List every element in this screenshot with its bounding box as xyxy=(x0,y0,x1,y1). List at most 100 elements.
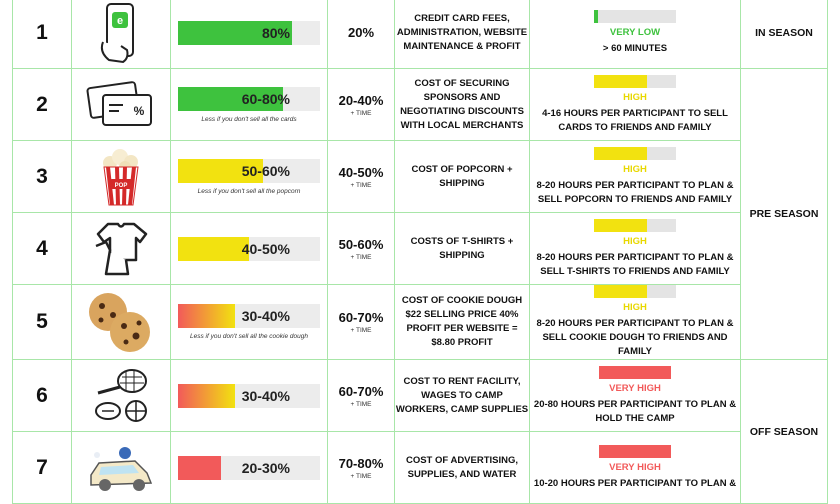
effort-bar xyxy=(594,9,676,23)
season-label: PRE SEASON xyxy=(740,68,828,360)
cookies-icon xyxy=(71,284,171,360)
profit-bar-fill xyxy=(178,20,292,45)
effort-bar xyxy=(594,218,676,232)
svg-text:POP: POP xyxy=(115,183,128,189)
profit-bar: 30-40% xyxy=(178,304,320,328)
table-row: 1 e 80% 20% CREDIT CARD FEES, ADMINISTRATION… xyxy=(12,0,828,69)
profit-bar-fill xyxy=(178,86,283,111)
time-description: > 60 MINUTES xyxy=(602,42,668,54)
time-description: 20-80 HOURS PER PARTICIPANT TO PLAN & HO… xyxy=(533,398,737,424)
profit-bar-label: 50-60% xyxy=(241,162,290,179)
cost-share-value: 60-70% xyxy=(338,383,384,399)
effort-bar-fill xyxy=(594,74,647,88)
popcorn-icon: POP xyxy=(71,140,171,213)
table-row: 3 POP 50-60% Less if you don't sell all the… xyxy=(12,140,828,213)
time-description: 8-20 HOURS PER PARTICIPANT TO PLAN & SEL… xyxy=(536,251,734,277)
profit-bar-fill xyxy=(178,383,235,408)
sports-balls-icon xyxy=(71,359,171,432)
row-number: 3 xyxy=(12,140,72,213)
effort-bar-fill xyxy=(599,365,671,379)
effort-bar-fill xyxy=(594,146,647,160)
profit-percentage-cell: 60-80% Less if you don't sell all the car… xyxy=(170,68,328,141)
cost-share-sub: + TIME xyxy=(350,400,372,408)
bar-note: Less if you don't sell all the cards xyxy=(201,115,297,123)
fundraiser-comparison-table-page: 1 e 80% 20% CREDIT CARD FEES, ADMINISTRATION… xyxy=(12,0,828,504)
cost-share-sub: + TIME xyxy=(350,109,372,117)
cost-share-cell: 20-40% + TIME xyxy=(327,68,395,141)
row-number: 2 xyxy=(12,68,72,141)
cost-share-cell: 50-60% + TIME xyxy=(327,212,395,285)
cost-share-value: 60-70% xyxy=(338,310,384,325)
table-row: 4 40-50% 50-60% + TIME COSTS OF T-SHIRTS + S… xyxy=(12,212,828,285)
effort-cell: VERY LOW > 60 MINUTES xyxy=(529,0,741,69)
effort-cell: HIGH 8-20 HOURS PER PARTICIPANT TO PLAN &… xyxy=(529,284,741,360)
table-row: 2% 60-80% Less if you don't sell all the c… xyxy=(12,68,828,360)
effort-bar xyxy=(594,74,676,88)
profit-bar: 20-30% xyxy=(178,455,320,480)
effort-bar xyxy=(599,444,671,458)
profit-bar-label: 30-40% xyxy=(241,308,290,324)
profit-percentage-cell: 80% xyxy=(170,0,328,69)
profit-bar-label: 30-40% xyxy=(241,387,290,404)
effort-bar xyxy=(594,285,676,298)
profit-percentage-cell: 20-30% xyxy=(170,431,328,504)
season-label: OFF SEASON xyxy=(740,359,828,504)
cost-share-sub: + TIME xyxy=(350,327,372,334)
profit-bar-fill xyxy=(178,455,221,480)
fundraiser-comparison-table: 1 e 80% 20% CREDIT CARD FEES, ADMINISTRATION… xyxy=(12,0,828,504)
effort-cell: VERY HIGH 20-80 HOURS PER PARTICIPANT TO … xyxy=(529,359,741,432)
effort-level: HIGH xyxy=(623,302,647,313)
profit-bar-fill xyxy=(178,236,249,261)
effort-level: HIGH xyxy=(623,91,647,103)
profit-bar-label: 40-50% xyxy=(241,240,290,257)
svg-text:e: e xyxy=(117,15,123,27)
cost-description: COST OF COOKIE DOUGH $22 SELLING PRICE 4… xyxy=(394,284,530,360)
effort-cell: HIGH 4-16 HOURS PER PARTICIPANT TO SELL C… xyxy=(529,68,741,141)
table-row: 6 30-40% 60-70% + TIME COST TO RENT FACILITY… xyxy=(12,359,828,504)
effort-level: VERY LOW xyxy=(609,26,661,38)
effort-cell: HIGH 8-20 HOURS PER PARTICIPANT TO PLAN &… xyxy=(529,212,741,285)
cost-share-cell: 60-70% + TIME xyxy=(327,359,395,432)
profit-bar-label: 80% xyxy=(261,24,290,41)
profit-bar-fill xyxy=(178,304,235,328)
cost-description: COST OF POPCORN + SHIPPING xyxy=(394,140,530,213)
profit-bar: 80% xyxy=(178,20,320,45)
cost-share-value: 40-50% xyxy=(338,164,384,180)
effort-bar-fill xyxy=(599,444,671,458)
cost-share-value: 70-80% xyxy=(338,455,384,471)
effort-cell: VERY HIGH 10-20 HOURS PER PARTICIPANT TO … xyxy=(529,431,741,504)
table-row: 7 20-30% 70-80% + TIME COST OF ADVERTISING, … xyxy=(12,431,828,504)
time-description: 8-20 HOURS PER PARTICIPANT TO PLAN & SEL… xyxy=(536,318,734,357)
cost-share-cell: 70-80% + TIME xyxy=(327,431,395,504)
cost-share-value: 20% xyxy=(347,25,375,40)
effort-level: HIGH xyxy=(623,235,647,247)
cost-description: COST OF ADVERTISING, SUPPLIES, AND WATER xyxy=(394,431,530,504)
discount-cards-icon: % xyxy=(71,68,171,141)
cost-share-value: 50-60% xyxy=(338,236,384,252)
time-description: 4-16 HOURS PER PARTICIPANT TO SELL CARDS… xyxy=(542,107,728,133)
profit-bar: 40-50% xyxy=(178,236,320,261)
effort-bar-fill xyxy=(594,218,647,232)
profit-bar-label: 20-30% xyxy=(241,459,290,476)
cost-share-sub: + TIME xyxy=(350,253,372,261)
car-wash-icon xyxy=(71,431,171,504)
profit-bar-fill xyxy=(178,158,263,183)
table-body: 1 e 80% 20% CREDIT CARD FEES, ADMINISTRATION… xyxy=(12,0,828,504)
profit-bar: 60-80% xyxy=(178,86,320,111)
effort-bar xyxy=(594,146,676,160)
effort-level: VERY HIGH xyxy=(609,382,661,394)
season-label: IN SEASON xyxy=(740,0,828,69)
profit-percentage-cell: 30-40% Less if you don't sell all the coo… xyxy=(170,284,328,360)
cost-description: COST OF SECURING SPONSORS AND NEGOTIATIN… xyxy=(394,68,530,141)
cost-share-cell: 60-70% + TIME xyxy=(327,284,395,360)
row-number: 4 xyxy=(12,212,72,285)
cost-share-sub: + TIME xyxy=(350,472,372,480)
svg-text:%: % xyxy=(134,104,145,118)
row-number: 5 xyxy=(12,284,72,360)
effort-cell: HIGH 8-20 HOURS PER PARTICIPANT TO PLAN &… xyxy=(529,140,741,213)
cost-description: COST TO RENT FACILITY, WAGES TO CAMP WOR… xyxy=(394,359,530,432)
t-shirts-icon xyxy=(71,212,171,285)
profit-percentage-cell: 30-40% xyxy=(170,359,328,432)
effort-bar xyxy=(599,365,671,379)
bar-note: Less if you don't sell all the cookie do… xyxy=(190,333,308,340)
